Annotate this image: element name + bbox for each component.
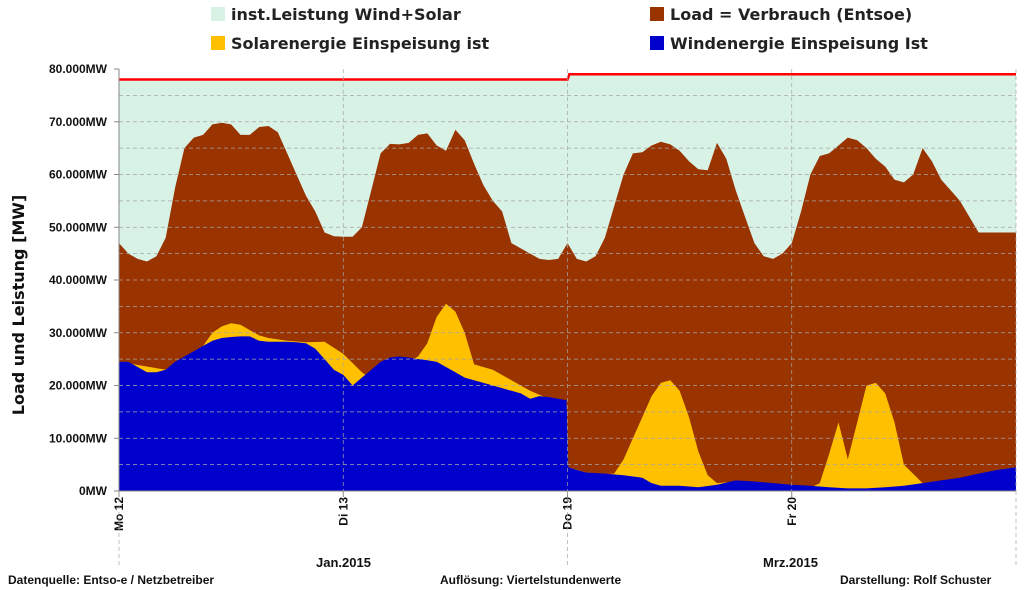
y-ticks: 0MW 10.000MW 20.000MW 30.000MW 40.000MW 50.00… bbox=[49, 62, 119, 498]
y-tick-label: 30.000MW bbox=[49, 326, 108, 340]
legend-swatch bbox=[211, 7, 225, 21]
area-wind bbox=[119, 336, 1016, 491]
grid-lines bbox=[119, 69, 1017, 491]
legend-label: Windenergie Einspeisung Ist bbox=[670, 34, 928, 53]
x-ticks: Mo 12 Di 13 Do 19 Fr 20 bbox=[112, 491, 1017, 568]
y-tick-label: 0MW bbox=[79, 484, 108, 498]
x-tick-label: Fr 20 bbox=[785, 497, 799, 526]
x-tick-label: Di 13 bbox=[336, 497, 350, 526]
footer-author: Darstellung: Rolf Schuster bbox=[840, 573, 992, 587]
y-axis-label: Load und Leistung [MW] bbox=[9, 195, 28, 416]
legend-label: Load = Verbrauch (Entsoe) bbox=[670, 5, 913, 24]
legend-swatch bbox=[650, 36, 664, 50]
legend-label: Solarenergie Einspeisung ist bbox=[231, 34, 490, 53]
legend-item-wind: Windenergie Einspeisung Ist bbox=[650, 34, 928, 53]
legend-item-installed: inst.Leistung Wind+Solar bbox=[211, 5, 461, 24]
legend-item-solar: Solarenergie Einspeisung ist bbox=[211, 34, 489, 53]
y-tick-label: 40.000MW bbox=[49, 273, 108, 287]
legend-swatch bbox=[650, 7, 664, 21]
legend-item-load: Load = Verbrauch (Entsoe) bbox=[650, 5, 912, 24]
y-tick-label: 10.000MW bbox=[49, 431, 108, 445]
legend-label: inst.Leistung Wind+Solar bbox=[231, 5, 461, 24]
y-tick-label: 70.000MW bbox=[49, 115, 108, 129]
footer-resolution: Auflösung: Viertelstundenwerte bbox=[440, 573, 622, 587]
y-tick-label: 60.000MW bbox=[49, 168, 108, 182]
month-label-mrz: Mrz.2015 bbox=[763, 555, 818, 570]
y-tick-label: 80.000MW bbox=[49, 62, 108, 76]
legend-swatch bbox=[211, 36, 225, 50]
footer-source: Datenquelle: Entso-e / Netzbetreiber bbox=[8, 573, 215, 587]
y-tick-label: 20.000MW bbox=[49, 379, 108, 393]
month-label-jan: Jan.2015 bbox=[316, 555, 371, 570]
y-tick-label: 50.000MW bbox=[49, 220, 108, 234]
